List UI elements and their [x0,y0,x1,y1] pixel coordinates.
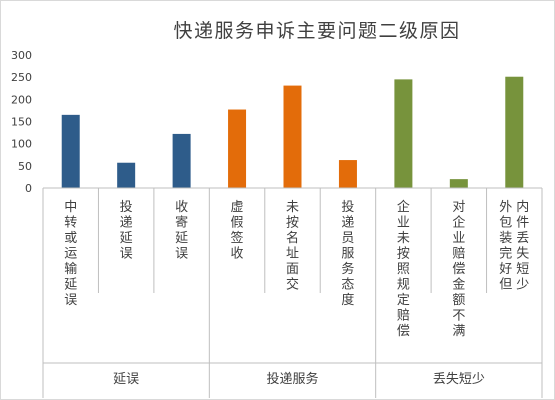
group-label: 投递服务 [266,371,318,387]
bar [172,133,191,188]
bar [228,109,247,188]
category-label: 外包装完好但内件丢失短少 [499,199,529,293]
y-tick-label: 200 [11,93,32,106]
y-tick-label: 300 [11,49,32,62]
y-tick-label: 250 [11,71,32,84]
category-label: 投递员服务态度 [341,199,354,308]
y-tick-label: 50 [18,160,32,173]
category-label: 投递延误 [120,199,133,262]
group-label: 丢失短少 [433,372,485,387]
bar [283,85,302,188]
y-tick-label: 100 [11,138,32,151]
category-label: 虚假签收 [231,200,244,262]
bar [505,76,524,188]
y-axis-ticks: 0 50 100 150 200 250 300 [11,49,32,195]
bar [117,162,136,188]
y-tick-label: 0 [25,182,32,195]
category-labels: 中转或运输延误 投递延误 收寄延误 虚假签收 未按名址面交 投递员服务态度 企业未按照规定赔… [64,199,529,339]
bar [449,179,468,188]
chart-title: 快递服务申诉主要问题二级原因 [173,20,460,42]
bar [338,160,357,188]
axes [42,187,543,398]
group-label: 延误 [113,372,139,387]
category-label: 未按名址面交 [286,200,299,293]
group-labels: 延误 投递服务 丢失短少 [113,371,485,387]
category-label: 收寄延误 [175,200,188,262]
bar [394,79,413,188]
bars [61,76,524,188]
category-label: 对企业赔偿金额不满 [452,200,465,339]
y-tick-label: 150 [11,116,32,129]
bar [61,114,80,188]
category-label: 企业未按照规定赔偿 [397,199,410,339]
category-label: 中转或运输延误 [64,200,77,308]
